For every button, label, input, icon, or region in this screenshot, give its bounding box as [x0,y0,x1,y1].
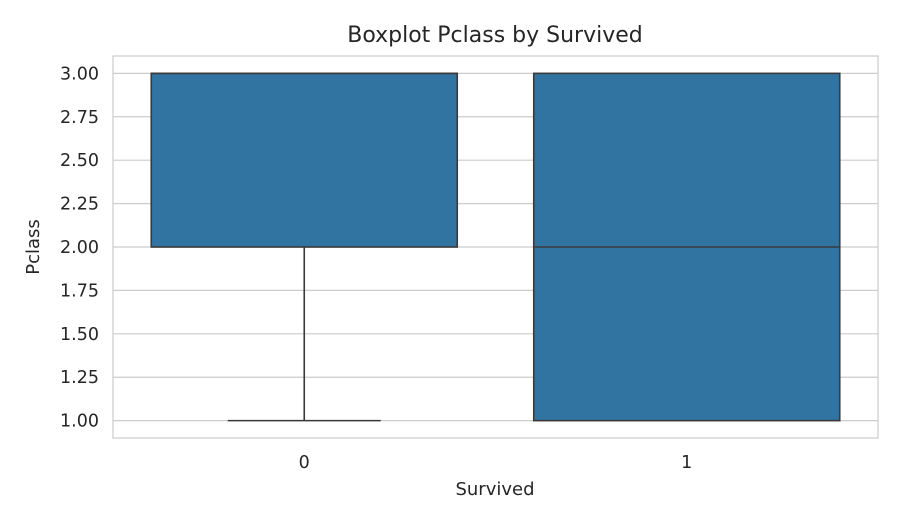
x-axis-label: Survived [455,479,534,500]
x-tick-label: 0 [299,453,310,473]
y-tick-label: 2.25 [60,195,99,215]
box-group-1 [532,72,841,422]
y-tick-label: 1.75 [60,281,99,301]
y-tick-label: 1.50 [60,325,99,345]
y-axis-label: Pclass [23,219,44,275]
y-ticks: 1.00 1.25 1.50 1.75 2.00 2.25 2.50 2.75 3.00 [60,64,99,431]
y-tick-label: 1.25 [60,368,99,388]
y-tick-label: 2.00 [60,238,99,258]
box-group-0 [150,72,459,422]
y-tick-label: 1.00 [60,412,99,432]
x-tick-label: 1 [681,453,692,473]
boxes [150,72,841,422]
y-tick-label: 2.75 [60,108,99,128]
plot-frame [112,55,879,439]
chart-title: Boxplot Pclass by Survived [347,23,643,48]
y-tick-label: 3.00 [60,64,99,84]
box [150,72,459,248]
y-tick-label: 2.50 [60,151,99,171]
